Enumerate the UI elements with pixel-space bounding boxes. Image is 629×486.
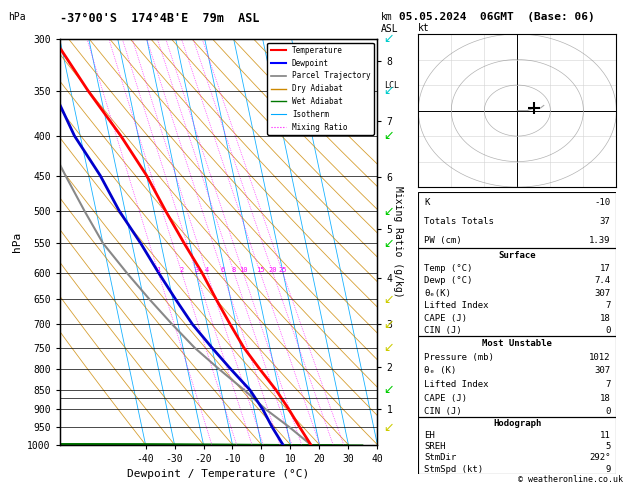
X-axis label: Dewpoint / Temperature (°C): Dewpoint / Temperature (°C) — [128, 469, 309, 479]
Text: © weatheronline.co.uk: © weatheronline.co.uk — [518, 474, 623, 484]
Text: 0: 0 — [605, 407, 611, 416]
Text: km
ASL: km ASL — [381, 12, 398, 34]
Text: Lifted Index: Lifted Index — [424, 380, 489, 389]
Text: ↙: ↙ — [384, 293, 394, 306]
Bar — [418, 417, 616, 474]
Text: CIN (J): CIN (J) — [424, 407, 462, 416]
Text: ↙: ↙ — [384, 237, 394, 250]
Bar — [418, 248, 616, 336]
Legend: Temperature, Dewpoint, Parcel Trajectory, Dry Adiabat, Wet Adiabat, Isotherm, Mi: Temperature, Dewpoint, Parcel Trajectory… — [267, 43, 374, 135]
Text: 17: 17 — [599, 263, 611, 273]
Text: 8: 8 — [232, 266, 236, 273]
Text: Pressure (mb): Pressure (mb) — [424, 353, 494, 362]
Text: 18: 18 — [599, 394, 611, 402]
Text: 292°: 292° — [589, 453, 611, 462]
Text: StmSpd (kt): StmSpd (kt) — [424, 465, 483, 474]
Text: Temp (°C): Temp (°C) — [424, 263, 472, 273]
Text: 5: 5 — [605, 442, 611, 451]
Text: 11: 11 — [599, 431, 611, 440]
Text: Most Unstable: Most Unstable — [482, 339, 552, 347]
Text: SREH: SREH — [424, 442, 446, 451]
Text: Dewp (°C): Dewp (°C) — [424, 276, 472, 285]
Text: 1.39: 1.39 — [589, 236, 611, 245]
Text: CIN (J): CIN (J) — [424, 326, 462, 335]
Text: LCL: LCL — [384, 81, 399, 90]
Text: StmDir: StmDir — [424, 453, 457, 462]
Y-axis label: Mixing Ratio (g/kg): Mixing Ratio (g/kg) — [393, 186, 403, 297]
Text: 7: 7 — [605, 380, 611, 389]
Text: 307: 307 — [594, 366, 611, 375]
Text: 3: 3 — [194, 266, 198, 273]
Text: 2: 2 — [180, 266, 184, 273]
Text: ↙: ↙ — [384, 33, 394, 45]
Text: CAPE (J): CAPE (J) — [424, 394, 467, 402]
Text: ↙: ↙ — [384, 421, 394, 434]
Text: CAPE (J): CAPE (J) — [424, 313, 467, 323]
Text: 1012: 1012 — [589, 353, 611, 362]
Text: -37°00'S  174°4B'E  79m  ASL: -37°00'S 174°4B'E 79m ASL — [60, 12, 259, 25]
Text: θₑ (K): θₑ (K) — [424, 366, 457, 375]
Text: 37: 37 — [599, 217, 611, 226]
Text: ↙: ↙ — [384, 318, 394, 331]
Text: EH: EH — [424, 431, 435, 440]
Text: ↙: ↙ — [384, 85, 394, 97]
Text: 18: 18 — [599, 313, 611, 323]
Text: 05.05.2024  06GMT  (Base: 06): 05.05.2024 06GMT (Base: 06) — [399, 12, 595, 22]
Text: 10: 10 — [239, 266, 247, 273]
Text: 20: 20 — [269, 266, 277, 273]
Text: ↙: ↙ — [384, 383, 394, 397]
Text: -10: -10 — [594, 198, 611, 208]
Y-axis label: hPa: hPa — [12, 232, 21, 252]
Text: θₑ(K): θₑ(K) — [424, 289, 451, 297]
Text: 1: 1 — [156, 266, 160, 273]
Text: Lifted Index: Lifted Index — [424, 301, 489, 310]
Text: 6: 6 — [220, 266, 225, 273]
Bar — [418, 192, 616, 248]
Text: K: K — [424, 198, 430, 208]
Text: 0: 0 — [605, 326, 611, 335]
Text: Totals Totals: Totals Totals — [424, 217, 494, 226]
Text: 7: 7 — [605, 301, 611, 310]
Text: 7.4: 7.4 — [594, 276, 611, 285]
Text: Surface: Surface — [499, 251, 536, 260]
Text: ↙: ↙ — [384, 341, 394, 354]
Text: hPa: hPa — [8, 12, 26, 22]
Text: 4: 4 — [205, 266, 209, 273]
Text: Hodograph: Hodograph — [493, 419, 542, 428]
Text: 25: 25 — [279, 266, 287, 273]
Text: 9: 9 — [605, 465, 611, 474]
Text: PW (cm): PW (cm) — [424, 236, 462, 245]
Text: 307: 307 — [594, 289, 611, 297]
Text: ↙: ↙ — [384, 129, 394, 142]
Text: 15: 15 — [256, 266, 264, 273]
Text: ↙: ↙ — [384, 205, 394, 218]
Text: kt: kt — [418, 23, 430, 33]
Bar — [418, 336, 616, 417]
